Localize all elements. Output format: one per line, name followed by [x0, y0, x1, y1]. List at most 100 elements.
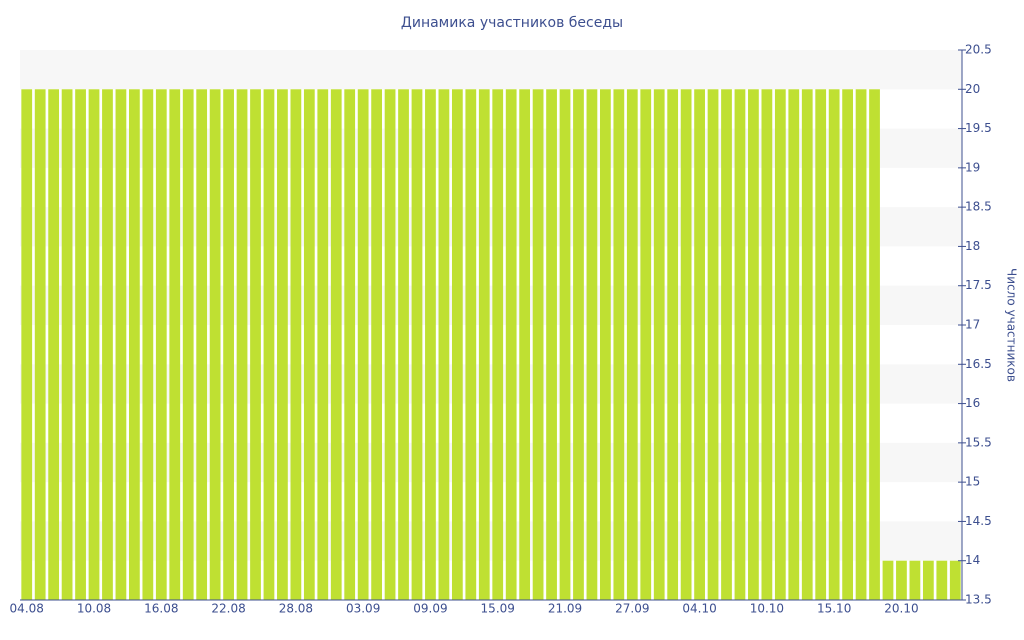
bar — [707, 89, 719, 601]
bar — [88, 89, 100, 601]
bar — [546, 89, 557, 601]
chart-title: Динамика участников беседы — [401, 15, 623, 31]
bar — [653, 89, 665, 601]
bar — [519, 89, 531, 601]
bar — [909, 560, 921, 600]
bar — [478, 89, 490, 601]
bar — [869, 89, 880, 601]
bar — [882, 560, 894, 600]
bar — [250, 89, 261, 601]
bar — [559, 89, 571, 601]
y-tick-label: 18.5 — [965, 200, 992, 214]
y-tick-label: 14.5 — [965, 514, 992, 528]
bar — [236, 89, 248, 601]
bar — [842, 89, 853, 601]
bar — [734, 89, 746, 601]
x-tick-label: 10.08 — [77, 602, 111, 616]
bar — [102, 89, 113, 601]
bar — [573, 89, 584, 601]
bar — [828, 89, 840, 601]
bar — [667, 89, 679, 601]
y-tick-label: 20.5 — [965, 43, 992, 57]
bar — [155, 89, 167, 601]
bar — [169, 89, 181, 601]
x-tick-label: 27.09 — [615, 602, 649, 616]
bar — [922, 560, 934, 600]
bar — [330, 89, 342, 601]
bar — [815, 89, 827, 601]
x-tick-label: 15.09 — [481, 602, 515, 616]
bar — [694, 89, 705, 601]
bar — [600, 89, 611, 601]
y-tick-label: 19.5 — [965, 121, 992, 135]
y-axis-label: Число участников — [1005, 268, 1019, 382]
bar — [209, 89, 221, 601]
bar — [21, 89, 33, 601]
bar — [626, 89, 638, 601]
y-tick-label: 16 — [965, 396, 980, 410]
x-tick-label: 10.10 — [750, 602, 784, 616]
bar — [196, 89, 208, 601]
bar — [411, 89, 423, 601]
bar — [290, 89, 302, 601]
x-tick-label: 15.10 — [817, 602, 851, 616]
y-tick-label: 18 — [965, 239, 980, 253]
bar — [680, 89, 692, 601]
bar — [465, 89, 477, 601]
bar — [492, 89, 504, 601]
bar — [949, 560, 961, 600]
x-tick-label: 03.09 — [346, 602, 380, 616]
grid-band — [20, 50, 962, 90]
bar — [344, 89, 356, 601]
y-tick-label: 19 — [965, 160, 980, 174]
bar — [277, 89, 288, 601]
bar — [586, 89, 598, 601]
bar — [182, 89, 194, 601]
bar — [317, 89, 329, 601]
x-tick-label: 28.08 — [279, 602, 313, 616]
bar — [398, 89, 409, 601]
bar — [263, 89, 275, 601]
y-tick-label: 15.5 — [965, 435, 992, 449]
bar — [223, 89, 234, 601]
x-tick-label: 22.08 — [211, 602, 245, 616]
y-tick-label: 17.5 — [965, 278, 992, 292]
bar — [438, 89, 450, 601]
y-tick-label: 15 — [965, 475, 980, 489]
bar — [371, 89, 382, 601]
bar — [613, 89, 625, 601]
bar — [721, 89, 732, 601]
x-tick-label: 04.08 — [10, 602, 44, 616]
y-tick-label: 20 — [965, 82, 980, 96]
bar — [48, 89, 60, 601]
bar — [75, 89, 86, 601]
bar — [129, 89, 140, 601]
x-tick-label: 04.10 — [682, 602, 716, 616]
bar — [788, 89, 800, 601]
bar — [303, 89, 315, 601]
bar — [640, 89, 652, 601]
bar — [115, 89, 127, 601]
bar — [61, 89, 73, 601]
y-tick-label: 13.5 — [965, 593, 992, 607]
bar — [936, 560, 948, 600]
x-tick-label: 16.08 — [144, 602, 178, 616]
bar — [774, 89, 786, 601]
bar — [801, 89, 813, 601]
y-tick-label: 16.5 — [965, 357, 992, 371]
bar — [761, 89, 773, 601]
bar — [505, 89, 517, 601]
bar — [384, 89, 396, 601]
x-tick-label: 09.09 — [413, 602, 447, 616]
bar — [896, 560, 907, 600]
bar — [142, 89, 154, 601]
bar — [855, 89, 867, 601]
bar — [425, 89, 436, 601]
x-tick-label: 20.10 — [884, 602, 918, 616]
bar — [532, 89, 544, 601]
bar — [357, 89, 369, 601]
bar — [748, 89, 759, 601]
y-tick-label: 14 — [965, 553, 980, 567]
bar — [34, 89, 46, 601]
